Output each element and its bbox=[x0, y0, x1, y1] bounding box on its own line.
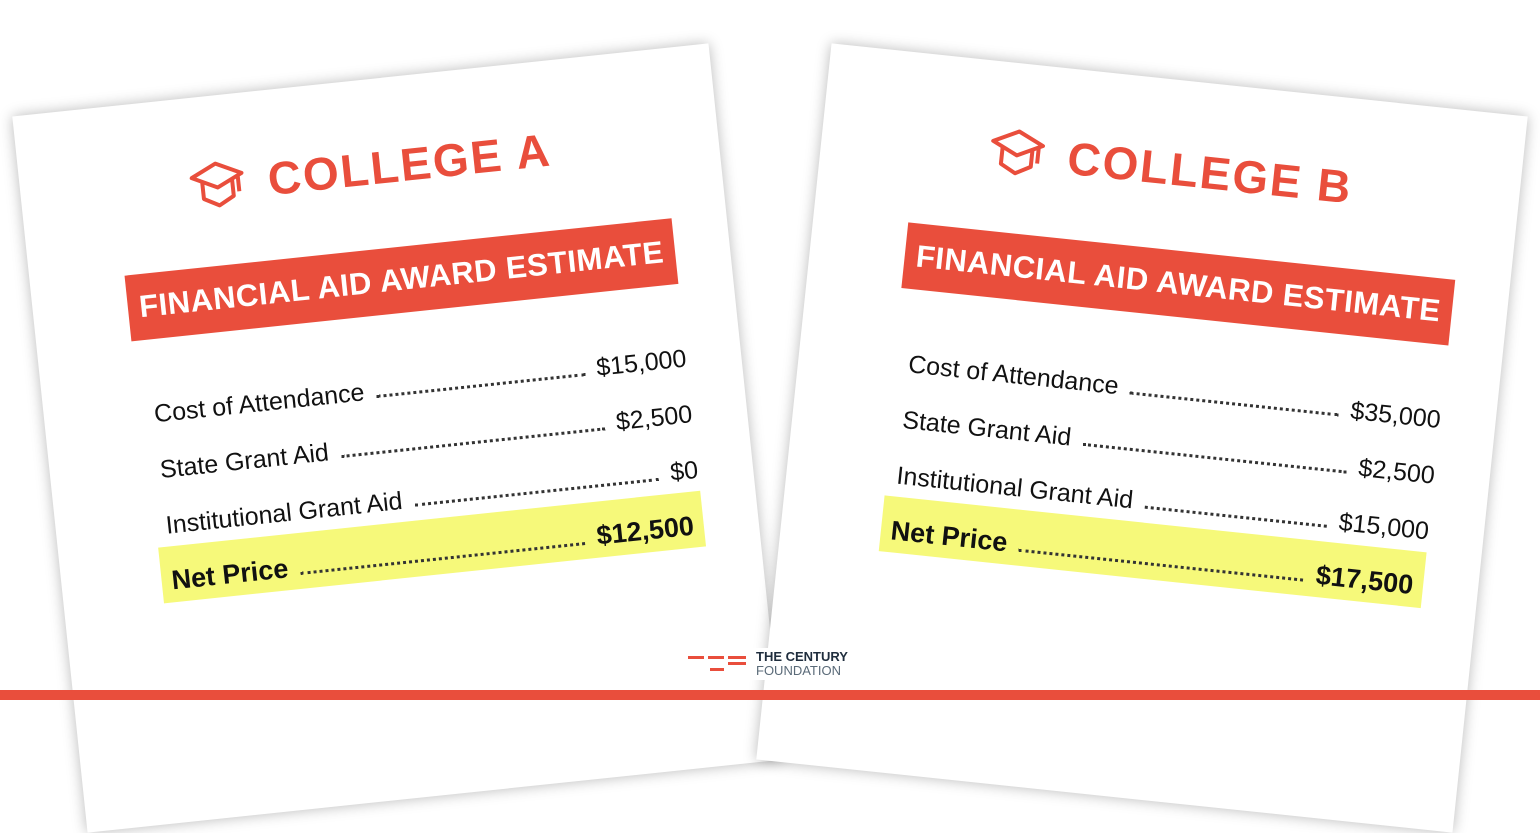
row-value: $15,000 bbox=[1337, 508, 1431, 546]
banner: FINANCIAL AID AWARD ESTIMATE bbox=[124, 218, 679, 342]
college-b-card: COLLEGE B FINANCIAL AID AWARD ESTIMATE C… bbox=[756, 43, 1528, 833]
logo-mark-icon bbox=[688, 656, 746, 671]
title-text: COLLEGE B bbox=[1065, 131, 1356, 214]
title-text: COLLEGE A bbox=[265, 123, 554, 206]
graduation-cap-icon bbox=[991, 129, 1045, 176]
row-value: $12,500 bbox=[595, 510, 696, 551]
card-title: COLLEGE A bbox=[19, 105, 721, 232]
graduation-cap-icon bbox=[189, 161, 244, 208]
logo-line2: FOUNDATION bbox=[756, 663, 841, 678]
footer-bar bbox=[0, 690, 1540, 700]
banner: FINANCIAL AID AWARD ESTIMATE bbox=[901, 222, 1456, 346]
row-label: Net Price bbox=[889, 515, 1009, 558]
row-value: $0 bbox=[668, 455, 700, 487]
college-a-card: COLLEGE A FINANCIAL AID AWARD ESTIMATE C… bbox=[12, 43, 784, 833]
logo-line1: THE CENTURY bbox=[756, 649, 848, 664]
century-foundation-logo: THE CENTURY FOUNDATION bbox=[684, 648, 852, 680]
row-value: $17,500 bbox=[1314, 560, 1415, 601]
row-label: Net Price bbox=[170, 553, 290, 596]
card-title: COLLEGE B bbox=[819, 105, 1521, 232]
